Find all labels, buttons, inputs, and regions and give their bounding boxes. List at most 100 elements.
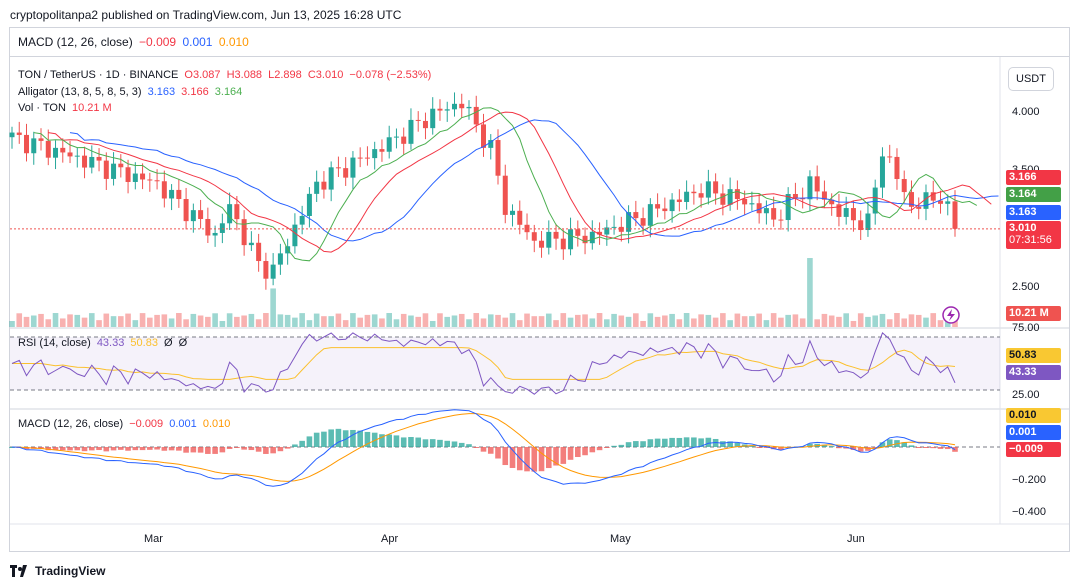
last-price-tag: 3.010 07:31:56: [1006, 221, 1061, 249]
volume-bar: [277, 314, 284, 327]
candle-body: [618, 226, 624, 232]
macd-histogram-bar: [139, 447, 146, 451]
tradingview-logo[interactable]: TradingView: [10, 564, 105, 578]
volume-bar: [190, 313, 197, 327]
candle-body: [488, 140, 494, 148]
candle-body: [792, 194, 798, 199]
macd-histogram-bar: [147, 447, 153, 450]
candle-body: [263, 261, 269, 279]
macd-histogram-bar: [161, 447, 168, 451]
candle-body: [887, 156, 893, 158]
volume-bar: [45, 319, 52, 327]
macd-tick-1: −0.200: [1012, 474, 1046, 486]
currency-button[interactable]: USDT: [1008, 67, 1054, 91]
ohlc-close: C3.010: [307, 69, 344, 81]
candle-body: [705, 181, 711, 198]
macd-histogram-bar: [524, 447, 530, 472]
rsi-upper-tick: 75.00: [1012, 322, 1040, 334]
volume-bar: [313, 313, 320, 327]
candle-body: [633, 212, 639, 219]
rsi-ma-value: 50.83: [130, 337, 158, 349]
macd-histogram-bar: [451, 441, 458, 447]
candle-body: [379, 149, 385, 152]
volume-bar: [901, 318, 908, 327]
candle-body: [937, 200, 943, 204]
candle-body: [125, 167, 131, 182]
volume-bar: [364, 314, 371, 327]
macd-histogram-bar: [190, 447, 197, 453]
candle-body: [103, 160, 109, 179]
volume-bar: [335, 313, 342, 327]
macd-histogram-bar: [277, 447, 284, 452]
candle-body: [510, 210, 516, 215]
candle-body: [901, 179, 907, 193]
candle-body: [205, 218, 211, 236]
candle-body: [843, 208, 849, 217]
candle-body: [430, 108, 436, 129]
candle-body: [626, 212, 632, 232]
candle-body: [727, 189, 733, 205]
y-tick-2500: 2.500: [1012, 281, 1040, 293]
candle-body: [321, 181, 327, 190]
macd-histogram-bar: [923, 447, 929, 448]
candle-body: [241, 219, 247, 246]
candle-body: [227, 204, 233, 224]
volume-bar: [429, 320, 436, 327]
candle-body: [270, 264, 276, 279]
candle-body: [495, 140, 501, 176]
macd-histogram-bar: [908, 445, 915, 447]
volume-bar: [205, 316, 211, 327]
header-divider: [10, 56, 1069, 57]
candle-body: [343, 168, 349, 178]
candle-body: [836, 204, 842, 217]
macd-histogram-bar: [480, 447, 487, 452]
macd-histogram-bar: [727, 441, 733, 447]
volume-bar: [865, 316, 871, 327]
volume-bar: [611, 313, 617, 327]
volume-bar: [342, 320, 349, 327]
volume-bar: [30, 315, 37, 327]
macd-histogram-bar: [691, 437, 697, 447]
candle-body: [372, 149, 378, 159]
macd-histogram-bar: [248, 447, 255, 451]
candle-body: [481, 124, 486, 148]
volume-bar: [458, 313, 465, 327]
candle-body: [778, 219, 784, 221]
candle-body: [183, 199, 189, 222]
macd-histogram-bar: [553, 447, 559, 466]
candle-body: [118, 163, 124, 168]
macd-histogram-bar: [509, 447, 516, 468]
publish-info: cryptopolitanpa2 published on TradingVie…: [10, 8, 402, 22]
macd-histogram-bar: [357, 430, 363, 447]
macd-histogram-bar: [640, 441, 646, 447]
candle-body: [691, 191, 697, 194]
macd-histogram-bar: [103, 447, 110, 452]
candle-body: [756, 203, 762, 214]
macd-histogram-bar: [531, 447, 538, 472]
volume-bar: [770, 313, 777, 327]
macd-histogram-bar: [705, 437, 712, 447]
candle-body: [9, 132, 15, 138]
macd-histogram-bar: [437, 439, 443, 447]
candle-body: [451, 103, 457, 110]
macd-histogram-bar: [944, 447, 951, 450]
volume-bar: [727, 320, 733, 327]
volume-bar: [103, 313, 110, 327]
ohlc-high: H3.088: [226, 69, 263, 81]
volume-bar: [712, 317, 719, 327]
volume-bar: [9, 321, 15, 327]
x-label-mar: Mar: [144, 533, 163, 545]
candle-body: [67, 152, 73, 157]
candle-body: [31, 138, 37, 154]
volume-bar: [321, 316, 327, 327]
macd-histogram-bar: [321, 431, 327, 447]
candle-body: [24, 134, 30, 154]
volume-bar: [509, 313, 516, 327]
volume-bar: [828, 315, 835, 327]
candle-body: [930, 192, 936, 201]
alligator-jaw-value: 3.163: [147, 86, 176, 98]
macd-histogram-bar: [458, 442, 465, 447]
macd-histogram-bar: [234, 447, 240, 448]
volume-bar: [763, 320, 770, 327]
